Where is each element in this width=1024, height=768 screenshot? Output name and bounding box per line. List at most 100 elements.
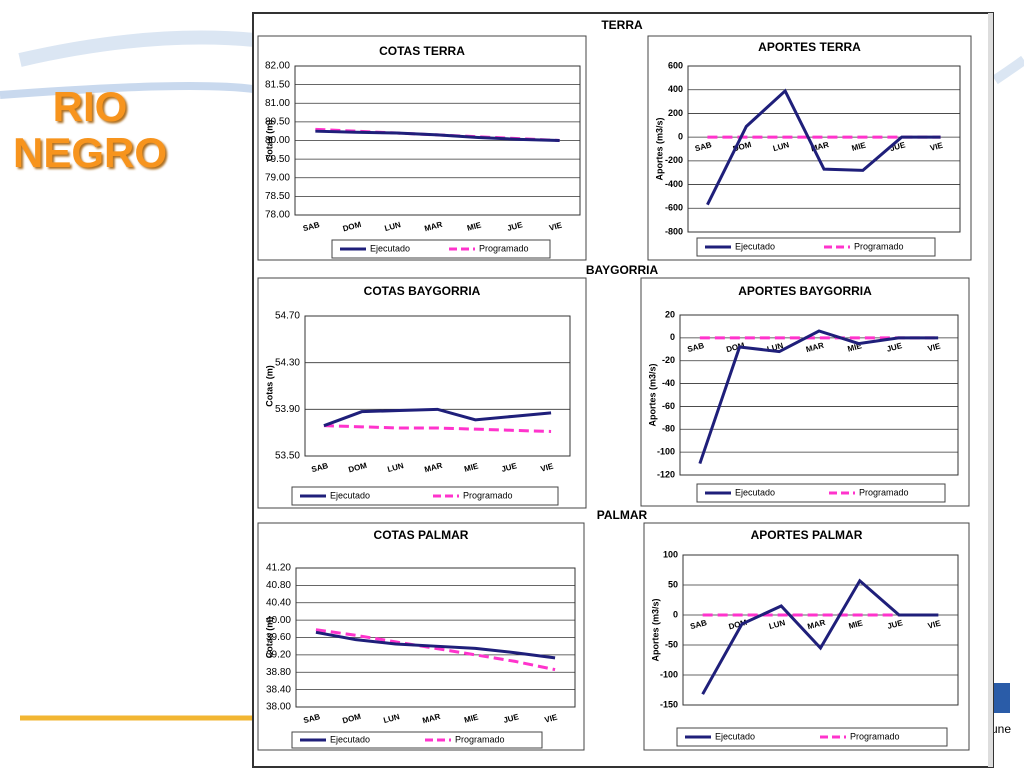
x-tick-label: SAB [311,461,330,474]
decor [18,30,256,67]
y-tick-label: 400 [668,84,683,94]
legend-label: Programado [859,487,909,497]
y-tick-label: 80.50 [265,117,290,128]
y-tick-label: -50 [665,639,678,649]
legend-frame [676,727,948,747]
y-tick-label: 54.70 [275,311,300,322]
chart-frame [643,522,970,751]
y-tick-label: 78.50 [265,191,290,202]
y-tick-label: 20 [665,309,675,319]
y-tick-label: -80 [662,424,675,434]
y-axis-label: Cotas (m) [264,365,274,407]
page-title: RIO NEGRO [12,83,167,176]
y-tick-label: 54.30 [275,357,300,368]
chart-title: COTAS BAYGORRIA [364,284,481,298]
y-tick-label: 81.00 [265,98,290,109]
data-line [315,630,556,660]
x-tick-label: LUN [386,461,404,474]
x-tick-label: SAB [694,140,713,153]
legend-label: Ejecutado [330,490,370,500]
plot-area [682,554,959,706]
chart-title: COTAS PALMAR [374,528,469,542]
x-tick-label: SAB [302,220,321,233]
legend-label: Ejecutado [715,731,755,741]
y-tick-label: 40.40 [266,597,291,608]
y-tick-label: -200 [665,155,683,165]
legend-label: Programado [854,241,904,251]
y-tick-label: 40.00 [266,615,291,626]
y-tick-label: -600 [665,203,683,213]
y-axis-label: Aportes (m3/s) [654,117,664,180]
data-line [323,424,552,433]
x-tick-label: VIE [540,461,555,473]
x-tick-label: LUN [384,220,402,233]
x-tick-label: VIE [929,141,944,153]
y-tick-label: 79.00 [265,172,290,183]
y-tick-label: 38.00 [266,702,291,713]
section-title: TERRA [601,18,643,32]
x-tick-label: MIE [466,220,483,233]
x-tick-label: SAB [686,341,705,354]
legend-label: Ejecutado [735,241,775,251]
x-tick-label: JUE [506,220,524,233]
chart-title: COTAS TERRA [379,44,465,58]
scrollbar [988,13,993,767]
section-title: BAYGORRIA [586,263,659,277]
y-axis-label: Cotas (m) [264,120,274,162]
y-tick-label: 80.00 [265,135,290,146]
x-tick-label: MIE [848,618,865,631]
chart-frame [257,35,587,261]
x-tick-label: MIE [463,461,480,474]
x-tick-label: VIE [544,712,559,724]
legend-label: Ejecutado [735,487,775,497]
x-tick-label: VIE [927,341,942,353]
x-tick-label: SAB [303,712,322,725]
y-axis-label: Cotas (m) [264,617,274,659]
legend-label: Ejecutado [330,734,370,744]
legend-label: Ejecutado [370,243,410,253]
x-tick-label: MIE [463,712,480,725]
y-tick-label: -20 [662,355,675,365]
legend-frame [331,239,551,259]
legend-frame [291,731,543,749]
y-tick-label: -100 [660,669,678,679]
x-tick-label: JUE [500,461,518,474]
y-tick-label: 50 [668,579,678,589]
plot-area [679,314,959,476]
y-tick-label: 100 [663,549,678,559]
data-line [698,329,939,465]
x-tick-label: LUN [768,618,786,631]
chart-frame [257,277,587,509]
x-tick-label: MIE [851,140,868,153]
x-tick-label: JUE [502,712,520,725]
legend-frame [696,483,946,503]
legend-label: Programado [479,243,529,253]
x-tick-label: VIE [927,618,942,630]
y-tick-label: 200 [668,108,683,118]
chart-frame [640,277,970,507]
data-line [701,578,939,695]
decor [0,82,261,99]
y-tick-label: -150 [660,699,678,709]
y-tick-label: 79.50 [265,154,290,165]
plot-area [304,315,571,457]
x-tick-label: JUE [886,341,904,354]
data-line [323,407,552,428]
chart-title: APORTES PALMAR [751,528,863,542]
y-tick-label: 40.80 [266,580,291,591]
y-tick-label: 41.20 [266,563,291,574]
y-tick-label: 78.00 [265,210,290,221]
y-tick-label: 0 [673,609,678,619]
legend-frame [696,237,936,257]
x-tick-label: VIE [548,220,563,232]
y-tick-label: -40 [662,378,675,388]
y-tick-label: 53.50 [275,451,300,462]
plot-area [295,567,576,708]
x-tick-label: SAB [689,618,708,631]
data-line [315,129,560,142]
legend-frame [291,486,559,506]
decor [992,55,1024,85]
y-tick-label: -800 [665,226,683,236]
legend-label: Programado [850,731,900,741]
